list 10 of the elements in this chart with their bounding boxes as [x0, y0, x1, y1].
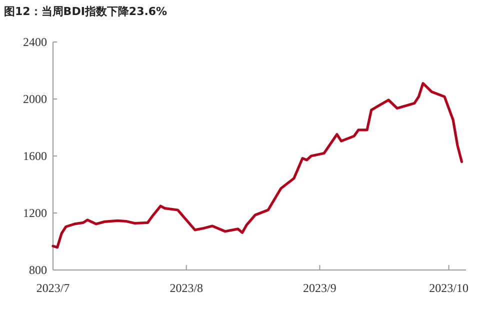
y-tick-label: 2400: [23, 35, 47, 49]
chart-title: 图12：当周BDI指数下降23.6%: [4, 5, 168, 18]
x-tick-label: 2023/9: [303, 281, 336, 295]
x-tick-label: 2023/7: [36, 281, 70, 295]
x-tick-label: 2023/8: [170, 281, 204, 295]
y-tick-label: 2000: [23, 92, 47, 106]
y-tick-label: 1200: [23, 206, 47, 220]
x-tick-label: 2023/10: [429, 281, 468, 295]
y-tick-label: 800: [29, 263, 47, 277]
y-tick-label: 1600: [23, 149, 47, 163]
